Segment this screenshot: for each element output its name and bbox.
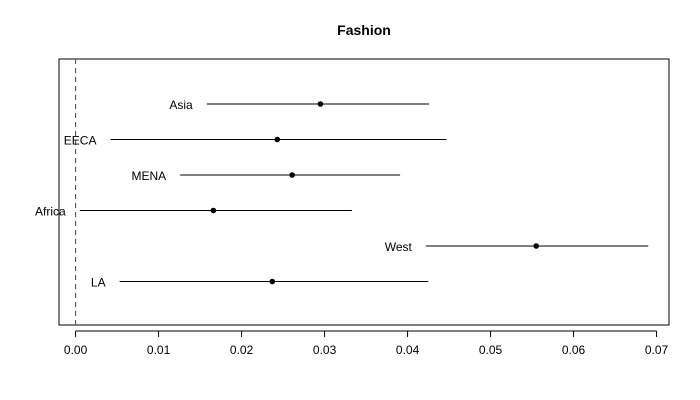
x-tick-label: 0.06 bbox=[562, 343, 586, 357]
x-tick-label: 0.05 bbox=[479, 343, 503, 357]
estimates-layer: Asia EECA MENA Africa West LA bbox=[35, 98, 649, 290]
x-tick-label: 0.01 bbox=[147, 343, 171, 357]
point-estimate bbox=[269, 278, 276, 285]
row-label: LA bbox=[91, 276, 106, 290]
estimate-row: Asia bbox=[169, 98, 430, 112]
point-estimate bbox=[533, 243, 540, 249]
point-estimate bbox=[210, 207, 217, 214]
x-tick-label: 0.04 bbox=[396, 343, 420, 357]
row-label: MENA bbox=[131, 169, 166, 183]
row-label: West bbox=[385, 240, 413, 254]
x-axis: 0.00 0.01 0.02 0.03 0.04 0.05 0.06 0.07 bbox=[64, 330, 669, 357]
x-tick-label: 0.00 bbox=[64, 343, 88, 357]
chart-title: Fashion bbox=[337, 22, 391, 38]
estimate-row: West bbox=[385, 240, 649, 254]
point-estimate bbox=[289, 172, 296, 178]
x-tick-label: 0.07 bbox=[645, 343, 669, 357]
plot-frame bbox=[58, 58, 670, 326]
x-tick-label: 0.02 bbox=[230, 343, 254, 357]
point-estimate bbox=[274, 136, 281, 143]
estimate-row: Africa bbox=[35, 205, 352, 219]
estimate-row: EECA bbox=[64, 134, 447, 148]
row-label: Asia bbox=[169, 98, 193, 112]
row-label: Africa bbox=[35, 205, 66, 219]
row-label: EECA bbox=[64, 134, 97, 148]
estimate-row: MENA bbox=[131, 169, 401, 183]
point-estimate bbox=[317, 101, 324, 107]
x-tick-label: 0.03 bbox=[313, 343, 337, 357]
estimate-row: LA bbox=[91, 276, 429, 290]
